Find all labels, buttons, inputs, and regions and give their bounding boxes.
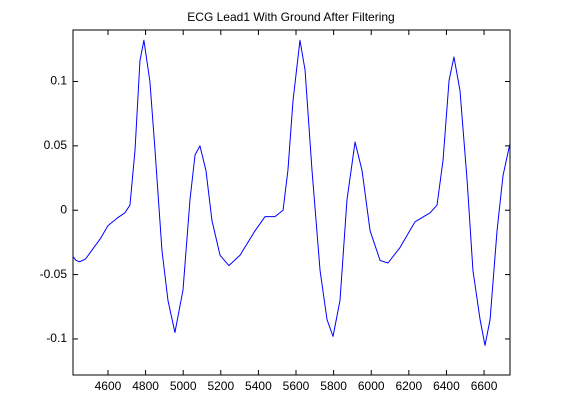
x-tick-label: 5200 [207, 379, 234, 393]
y-tick-label: -0.05 [40, 267, 68, 281]
x-tick-label: 5400 [245, 379, 272, 393]
chart-title: ECG Lead1 With Ground After Filtering [187, 10, 394, 24]
x-tick-label: 4800 [132, 379, 159, 393]
x-tick-label: 5000 [170, 379, 197, 393]
x-tick-label: 4600 [95, 379, 122, 393]
ecg-line [72, 39, 511, 346]
x-tick-label: 6400 [433, 379, 460, 393]
y-tick-label: -0.1 [46, 331, 67, 345]
y-tick-label: 0.1 [50, 74, 67, 88]
x-tick-label: 6000 [358, 379, 385, 393]
x-tick-label: 6600 [471, 379, 498, 393]
x-tick-label: 5800 [320, 379, 347, 393]
x-tick-label: 6200 [395, 379, 422, 393]
y-tick-label: 0 [60, 202, 67, 216]
y-tick-label: 0.05 [44, 138, 68, 152]
x-tick-label: 5600 [283, 379, 310, 393]
